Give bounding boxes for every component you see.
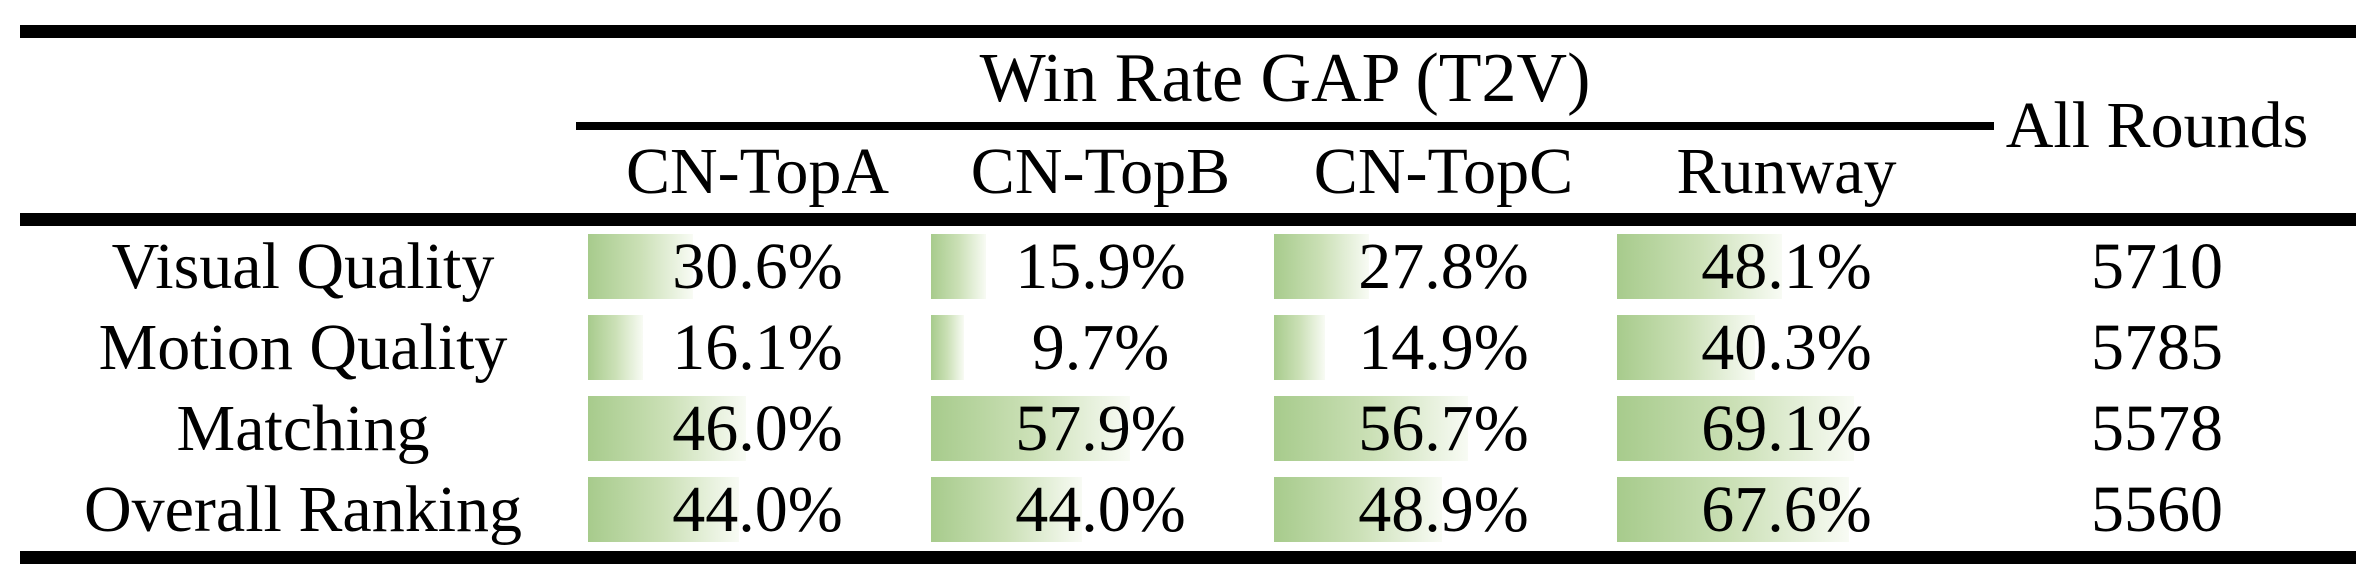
win-rate-cell: 44.0% [586, 472, 929, 546]
win-rate-bar [931, 315, 965, 380]
table-bottom-rule [20, 551, 2356, 564]
win-rate-cell: 48.9% [1272, 472, 1615, 546]
win-rate-bar [931, 234, 986, 299]
win-rate-cell: 16.1% [586, 310, 929, 384]
win-rate-cell: 40.3% [1615, 310, 1958, 384]
win-rate-bar [1274, 396, 1469, 461]
table-row: Matching 46.0% 57.9% 56.7% 69.1% 5578 [20, 388, 2356, 469]
win-rate-cell: 69.1% [1615, 391, 1958, 465]
row-label: Overall Ranking [83, 472, 523, 546]
win-rate-bar [1617, 315, 1756, 380]
win-rate-value: 44.0% [672, 472, 843, 546]
win-rate-value: 57.9% [1015, 391, 1186, 465]
win-rate-bar [931, 477, 1082, 542]
title-cmidrule [576, 122, 1994, 130]
win-rate-value: 15.9% [1015, 229, 1186, 303]
win-rate-cell: 46.0% [586, 391, 929, 465]
win-rate-value: 44.0% [1015, 472, 1186, 546]
table-row: Overall Ranking 44.0% 44.0% 48.9% 67.6% 5560 [20, 469, 2356, 550]
win-rate-value: 16.1% [672, 310, 843, 384]
win-rate-bar [1274, 477, 1442, 542]
row-label: Matching [176, 391, 430, 465]
win-rate-bar [931, 396, 1130, 461]
table-top-rule [20, 25, 2356, 38]
win-rate-bar [1617, 234, 1782, 299]
win-rate-cell: 27.8% [1272, 229, 1615, 303]
win-rate-bar [1617, 477, 1849, 542]
win-rate-value: 48.1% [1701, 229, 1872, 303]
table-row: Motion Quality 16.1% 9.7% 14.9% 40.3% 5785 [20, 307, 2356, 388]
column-header-runway: Runway [1676, 134, 1897, 208]
table-body: Visual Quality 30.6% 15.9% 27.8% 48.1% 5710 … [20, 226, 2356, 550]
win-rate-cell: 9.7% [929, 310, 1272, 384]
all-rounds-value: 5710 [2091, 229, 2223, 303]
win-rate-cell: 15.9% [929, 229, 1272, 303]
win-rate-value: 14.9% [1358, 310, 1529, 384]
column-header-row: CN-TopA CN-TopB CN-TopC Runway [586, 130, 1958, 213]
all-rounds-value: 5578 [2091, 391, 2223, 465]
win-rate-cell: 30.6% [586, 229, 929, 303]
win-rate-bar [1274, 315, 1326, 380]
all-rounds-value: 5785 [2091, 310, 2223, 384]
win-rate-value: 56.7% [1358, 391, 1529, 465]
win-rate-value: 48.9% [1358, 472, 1529, 546]
column-header-cn-topa: CN-TopA [625, 134, 890, 208]
table-row: Visual Quality 30.6% 15.9% 27.8% 48.1% 5710 [20, 226, 2356, 307]
win-rate-bar [1617, 396, 1854, 461]
win-rate-value: 40.3% [1701, 310, 1872, 384]
column-header-cn-topc: CN-TopC [1313, 134, 1574, 208]
column-header-cn-topb: CN-TopB [970, 134, 1231, 208]
row-label: Motion Quality [98, 310, 508, 384]
table-title: Win Rate GAP (T2V) [979, 40, 1591, 117]
win-rate-cell: 56.7% [1272, 391, 1615, 465]
win-rate-bar [1274, 234, 1370, 299]
header-divider-rule [20, 213, 2356, 226]
win-rate-cell: 57.9% [929, 391, 1272, 465]
win-rate-cell: 14.9% [1272, 310, 1615, 384]
column-header-all-rounds: All Rounds [2005, 88, 2309, 162]
win-rate-bar [588, 396, 746, 461]
win-rate-value: 69.1% [1701, 391, 1872, 465]
win-rate-cell: 48.1% [1615, 229, 1958, 303]
win-rate-value: 9.7% [1031, 310, 1170, 384]
row-label: Visual Quality [111, 229, 495, 303]
win-rate-bar [588, 315, 644, 380]
win-rate-value: 67.6% [1701, 472, 1872, 546]
win-rate-value: 30.6% [672, 229, 843, 303]
win-rate-bar [588, 477, 739, 542]
all-rounds-value: 5560 [2091, 472, 2223, 546]
win-rate-cell: 67.6% [1615, 472, 1958, 546]
win-rate-value: 27.8% [1358, 229, 1529, 303]
win-rate-cell: 44.0% [929, 472, 1272, 546]
win-rate-value: 46.0% [672, 391, 843, 465]
win-rate-bar [588, 234, 693, 299]
